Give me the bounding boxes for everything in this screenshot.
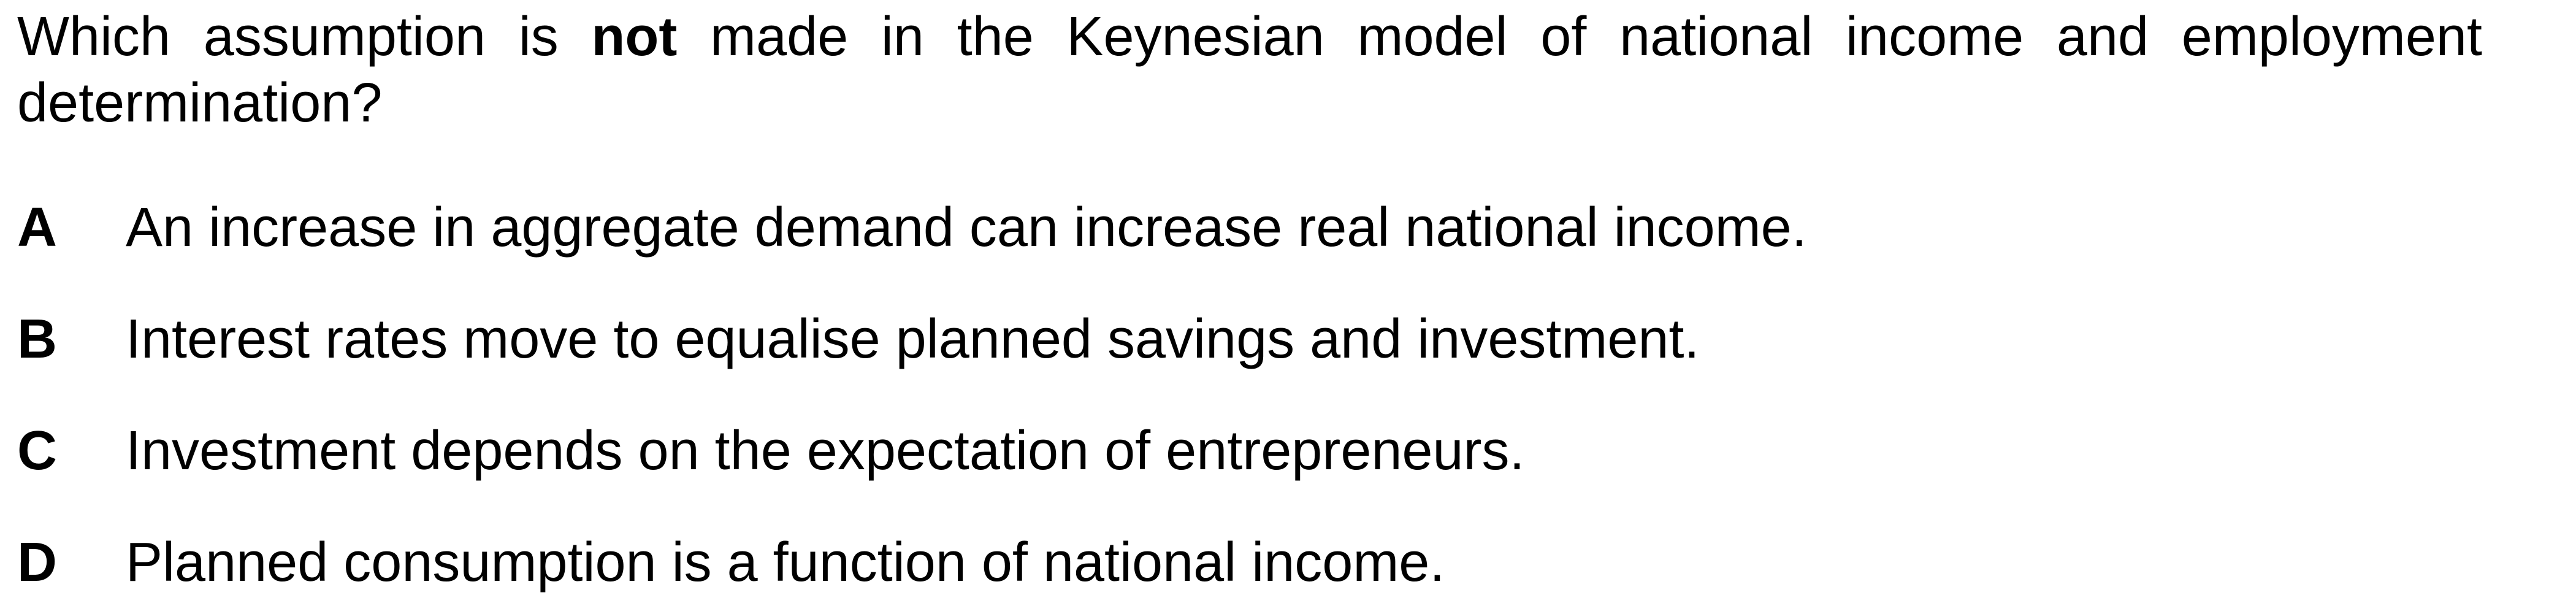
option-d[interactable]: D Planned consumption is a function of n…	[17, 529, 2531, 596]
option-letter: B	[17, 309, 57, 370]
question-text-end: made in the Keynesian model of national …	[17, 6, 2482, 134]
option-letter: D	[17, 532, 57, 593]
option-b[interactable]: B Interest rates move to equalise planne…	[17, 305, 2531, 373]
option-letter: A	[17, 197, 57, 258]
option-letter: C	[17, 420, 57, 482]
option-text: An increase in aggregate demand can incr…	[126, 197, 1807, 258]
question-text-start: Which assumption is	[17, 6, 592, 67]
option-text: Interest rates move to equalise planned …	[126, 309, 1700, 370]
option-a[interactable]: A An increase in aggregate demand can in…	[17, 194, 2531, 261]
question-emphasis: not	[591, 6, 678, 67]
question-stem: Which assumption is not made in the Keyn…	[17, 4, 2482, 136]
option-text: Planned consumption is a function of nat…	[126, 532, 1445, 593]
option-text: Investment depends on the expectation of…	[126, 420, 1525, 482]
option-c[interactable]: C Investment depends on the expectation …	[17, 417, 2531, 485]
